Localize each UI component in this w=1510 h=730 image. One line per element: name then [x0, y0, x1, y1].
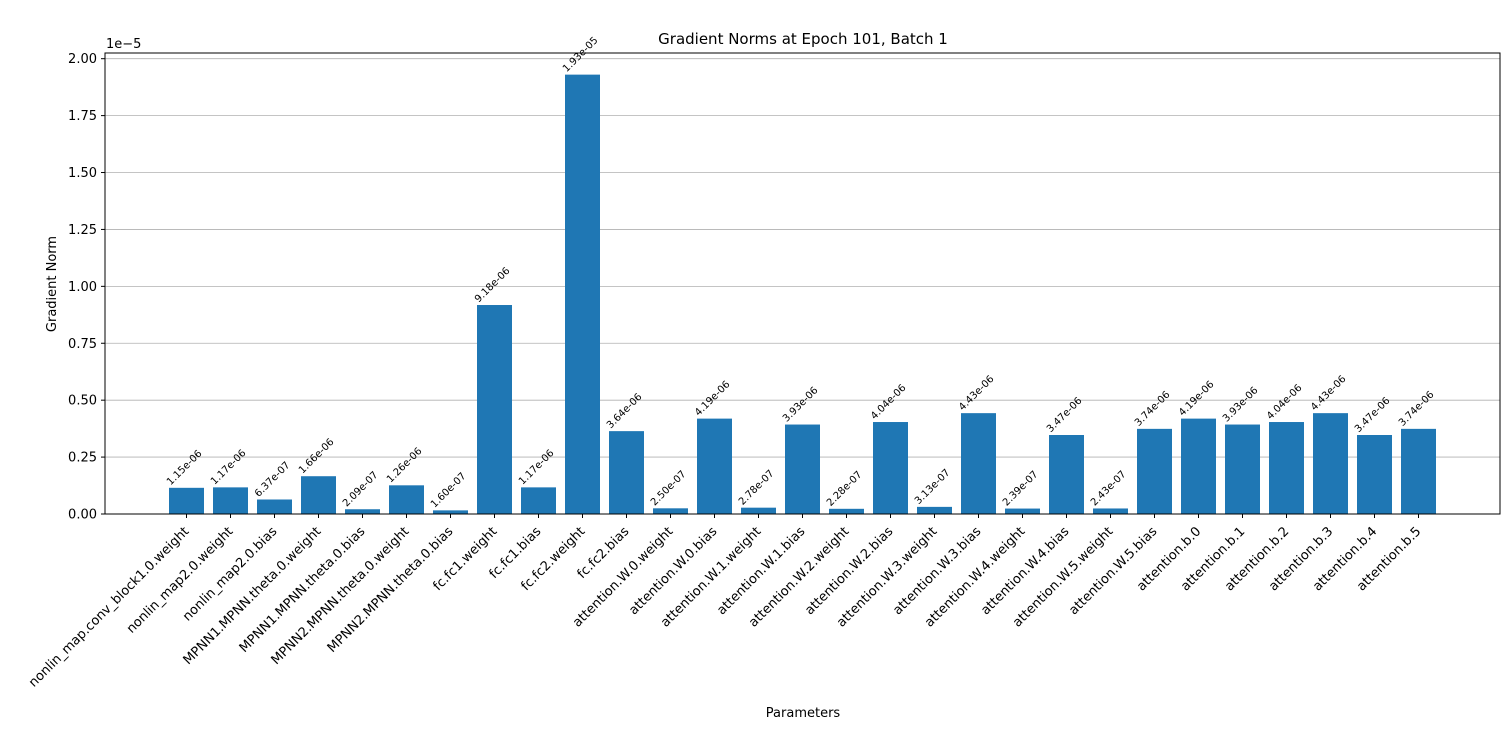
bar	[741, 507, 776, 514]
bar-value-label: 4.04e-06	[869, 383, 908, 422]
bar	[477, 305, 512, 514]
bar	[785, 424, 820, 514]
bar	[1269, 422, 1304, 514]
bar	[521, 487, 556, 514]
bar	[389, 485, 424, 514]
bar-value-label: 2.39e-07	[1001, 469, 1040, 508]
y-offset-label: 1e−5	[106, 37, 141, 52]
bar	[565, 74, 600, 514]
bar-value-label: 1.66e-06	[297, 437, 336, 476]
bar	[961, 413, 996, 514]
bar-value-label: 1.17e-06	[517, 448, 556, 487]
bar	[829, 508, 864, 514]
bar-value-label: 3.64e-06	[605, 392, 644, 431]
bar	[1049, 435, 1084, 514]
bar-value-label: 4.43e-06	[1309, 374, 1348, 413]
bar	[1181, 418, 1216, 514]
y-tick-label: 0.50	[68, 394, 97, 409]
bar-value-label: 3.93e-06	[781, 385, 820, 424]
y-tick-label: 1.75	[68, 109, 97, 124]
bar-value-label: 4.43e-06	[957, 374, 996, 413]
y-tick-label: 0.25	[68, 451, 97, 466]
bar-value-label: 2.50e-07	[649, 469, 688, 508]
gridlines	[105, 58, 1500, 515]
bar-value-label: 2.09e-07	[341, 470, 380, 509]
y-tick-label: 0.75	[68, 337, 97, 352]
bar-value-label: 3.93e-06	[1221, 385, 1260, 424]
bar-value-label: 2.28e-07	[825, 469, 864, 508]
bar	[301, 476, 336, 514]
bar	[609, 431, 644, 514]
bar-value-label: 3.74e-06	[1397, 389, 1436, 428]
y-tick-label: 2.00	[68, 52, 97, 67]
bar-value-label: 3.47e-06	[1045, 396, 1084, 435]
x-axis-title: Parameters	[766, 706, 841, 721]
bar	[169, 487, 204, 514]
bar-value-label: 2.43e-07	[1089, 469, 1128, 508]
y-tick-label: 1.00	[68, 280, 97, 295]
bar-value-label: 2.78e-07	[737, 468, 776, 507]
y-tick-label: 1.50	[68, 166, 97, 181]
bar	[1401, 428, 1436, 514]
bar	[345, 509, 380, 514]
bar-value-label: 6.37e-07	[253, 460, 292, 499]
bar-value-label: 3.47e-06	[1353, 396, 1392, 435]
bar-value-label: 1.93e-05	[561, 35, 600, 74]
bar	[213, 487, 248, 514]
bar-value-label: 1.26e-06	[385, 446, 424, 485]
bar	[257, 499, 292, 514]
bar	[433, 510, 468, 514]
bar	[1357, 435, 1392, 514]
bar-value-label: 3.74e-06	[1133, 389, 1172, 428]
y-tick-label: 1.25	[68, 223, 97, 238]
bar-value-label: 4.19e-06	[1177, 379, 1216, 418]
bar-value-label: 9.18e-06	[473, 266, 512, 305]
bars	[169, 74, 1436, 514]
bar	[1225, 424, 1260, 514]
x-axis-ticks: nonlin_map.conv_block1.0.weightnonlin_ma…	[26, 514, 1424, 690]
bar	[1093, 508, 1128, 514]
bar	[917, 506, 952, 514]
y-axis-ticks: 0.00 0.25 0.50 0.75 1.00 1.25 1.50 1.75 2.00	[68, 52, 105, 523]
y-tick-label: 0.00	[68, 508, 97, 523]
chart-title: Gradient Norms at Epoch 101, Batch 1	[658, 30, 948, 48]
bar	[697, 418, 732, 514]
bar	[1313, 413, 1348, 514]
bar	[653, 508, 688, 514]
bar-value-label: 1.15e-06	[165, 448, 204, 487]
bar	[1005, 508, 1040, 514]
bar-value-label: 1.60e-07	[429, 471, 468, 510]
bar-value-label: 3.13e-07	[913, 467, 952, 506]
x-tick-label: nonlin_map.conv_block1.0.weight	[26, 524, 192, 690]
bar-value-label: 4.19e-06	[693, 379, 732, 418]
y-axis-title: Gradient Norm	[45, 236, 60, 332]
bar	[873, 422, 908, 514]
bar-value-label: 4.04e-06	[1265, 383, 1304, 422]
bar-value-label: 1.17e-06	[209, 448, 248, 487]
bar	[1137, 428, 1172, 514]
